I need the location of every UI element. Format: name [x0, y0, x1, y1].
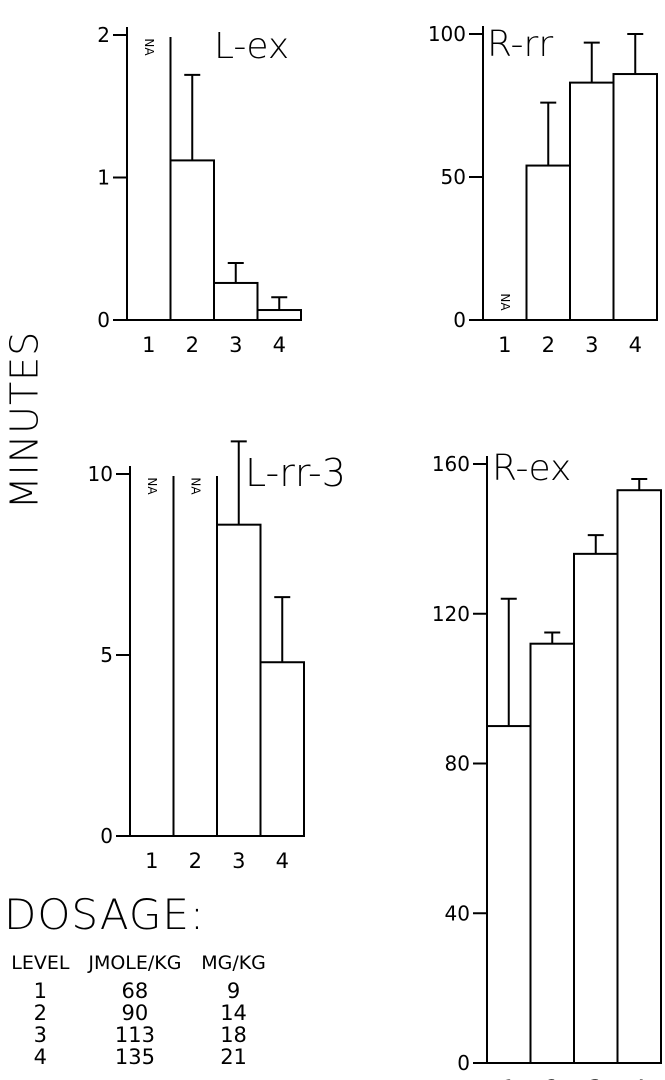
- bar: [486, 725, 532, 1064]
- y-tick-label: 0: [97, 308, 110, 332]
- y-tick-label: 2: [97, 23, 110, 47]
- bar: [612, 73, 658, 322]
- x-tick-label: 3: [229, 333, 242, 357]
- y-tick-label: 0: [453, 308, 466, 332]
- x-tick-label: 2: [186, 333, 199, 357]
- dosage-row: 3 113 18: [4, 1024, 274, 1046]
- y-tick-label: 0: [100, 824, 113, 848]
- dosage-level: 4: [33, 1045, 48, 1069]
- bar: [256, 309, 302, 321]
- y-tick-label: 120: [432, 602, 470, 626]
- dosage-header-row: LEVEL JMOLE/KG MG/KG: [4, 952, 274, 980]
- y-tick-label: 10: [88, 462, 113, 486]
- bar: [259, 661, 305, 837]
- bar: [213, 281, 259, 322]
- dosage-umole: 68: [121, 979, 149, 1003]
- dosage-row: 1 68 9: [4, 980, 274, 1002]
- dosage-level: 1: [33, 979, 48, 1003]
- bar: [216, 523, 262, 837]
- na-label: NA: [188, 477, 202, 495]
- dosage-mg: 9: [226, 979, 241, 1003]
- x-tick-label: 4: [633, 1076, 646, 1080]
- x-tick-label: 1: [502, 1076, 515, 1080]
- y-tick-label: 40: [445, 901, 470, 925]
- dosage-umole: 113: [114, 1023, 155, 1047]
- dosage-title: DOSAGE:: [4, 890, 206, 939]
- y-tick-label: 5: [100, 643, 113, 667]
- dosage-row: 4 135 21: [4, 1046, 274, 1068]
- y-axis-title: MINUTES: [2, 300, 47, 540]
- bar: [525, 164, 571, 321]
- dosage-header-level: LEVEL: [11, 952, 70, 974]
- y-tick-label: 80: [445, 752, 470, 776]
- bar: [569, 81, 615, 322]
- bar: [573, 552, 619, 1064]
- x-tick-label: 3: [232, 849, 245, 873]
- x-tick-label: 2: [542, 333, 555, 357]
- dosage-level: 2: [33, 1001, 48, 1025]
- x-tick-label: 1: [145, 849, 158, 873]
- dosage-legend: DOSAGE: LEVEL JMOLE/KG MG/KG 1 68 9 2 90…: [4, 890, 274, 1068]
- chart-title: R-ex: [492, 448, 571, 489]
- dosage-mg: 21: [220, 1045, 247, 1069]
- dosage-mg: 14: [220, 1001, 247, 1025]
- x-tick-label: 4: [276, 849, 289, 873]
- x-tick-label: 3: [585, 333, 598, 357]
- y-axis-title-text: MINUTES: [2, 330, 47, 510]
- bar: [616, 489, 662, 1064]
- dosage-mg: 18: [220, 1023, 247, 1047]
- chart-title: L-ex: [214, 26, 289, 67]
- x-tick-label: 1: [142, 333, 155, 357]
- chart-title: R-rr: [487, 24, 553, 65]
- na-label: NA: [142, 38, 156, 56]
- y-tick-label: 1: [97, 166, 110, 190]
- dosage-umole: 90: [121, 1001, 149, 1025]
- x-tick-label: 3: [589, 1076, 602, 1080]
- y-tick-label: 0: [457, 1051, 470, 1075]
- x-tick-label: 4: [273, 333, 286, 357]
- x-tick-label: 2: [189, 849, 202, 873]
- x-tick-label: 4: [629, 333, 642, 357]
- y-tick-label: 100: [428, 22, 466, 46]
- dosage-table: LEVEL JMOLE/KG MG/KG 1 68 9 2 90 14 3 11…: [4, 952, 274, 1068]
- na-label: NA: [145, 477, 159, 495]
- x-tick-label: 1: [498, 333, 511, 357]
- y-tick-label: 160: [432, 452, 470, 476]
- dosage-row: 2 90 14: [4, 1002, 274, 1024]
- chart-title: L-rr-3: [245, 451, 346, 495]
- x-tick-label: 2: [546, 1076, 559, 1080]
- dosage-level: 3: [33, 1023, 48, 1047]
- dosage-header-mg: MG/KG: [201, 952, 266, 974]
- bar: [529, 642, 575, 1064]
- na-label: NA: [498, 293, 512, 311]
- dosage-umole: 135: [114, 1045, 155, 1069]
- dosage-header-umole: JMOLE/KG: [88, 952, 182, 974]
- y-tick-label: 50: [441, 165, 466, 189]
- bar: [169, 159, 215, 321]
